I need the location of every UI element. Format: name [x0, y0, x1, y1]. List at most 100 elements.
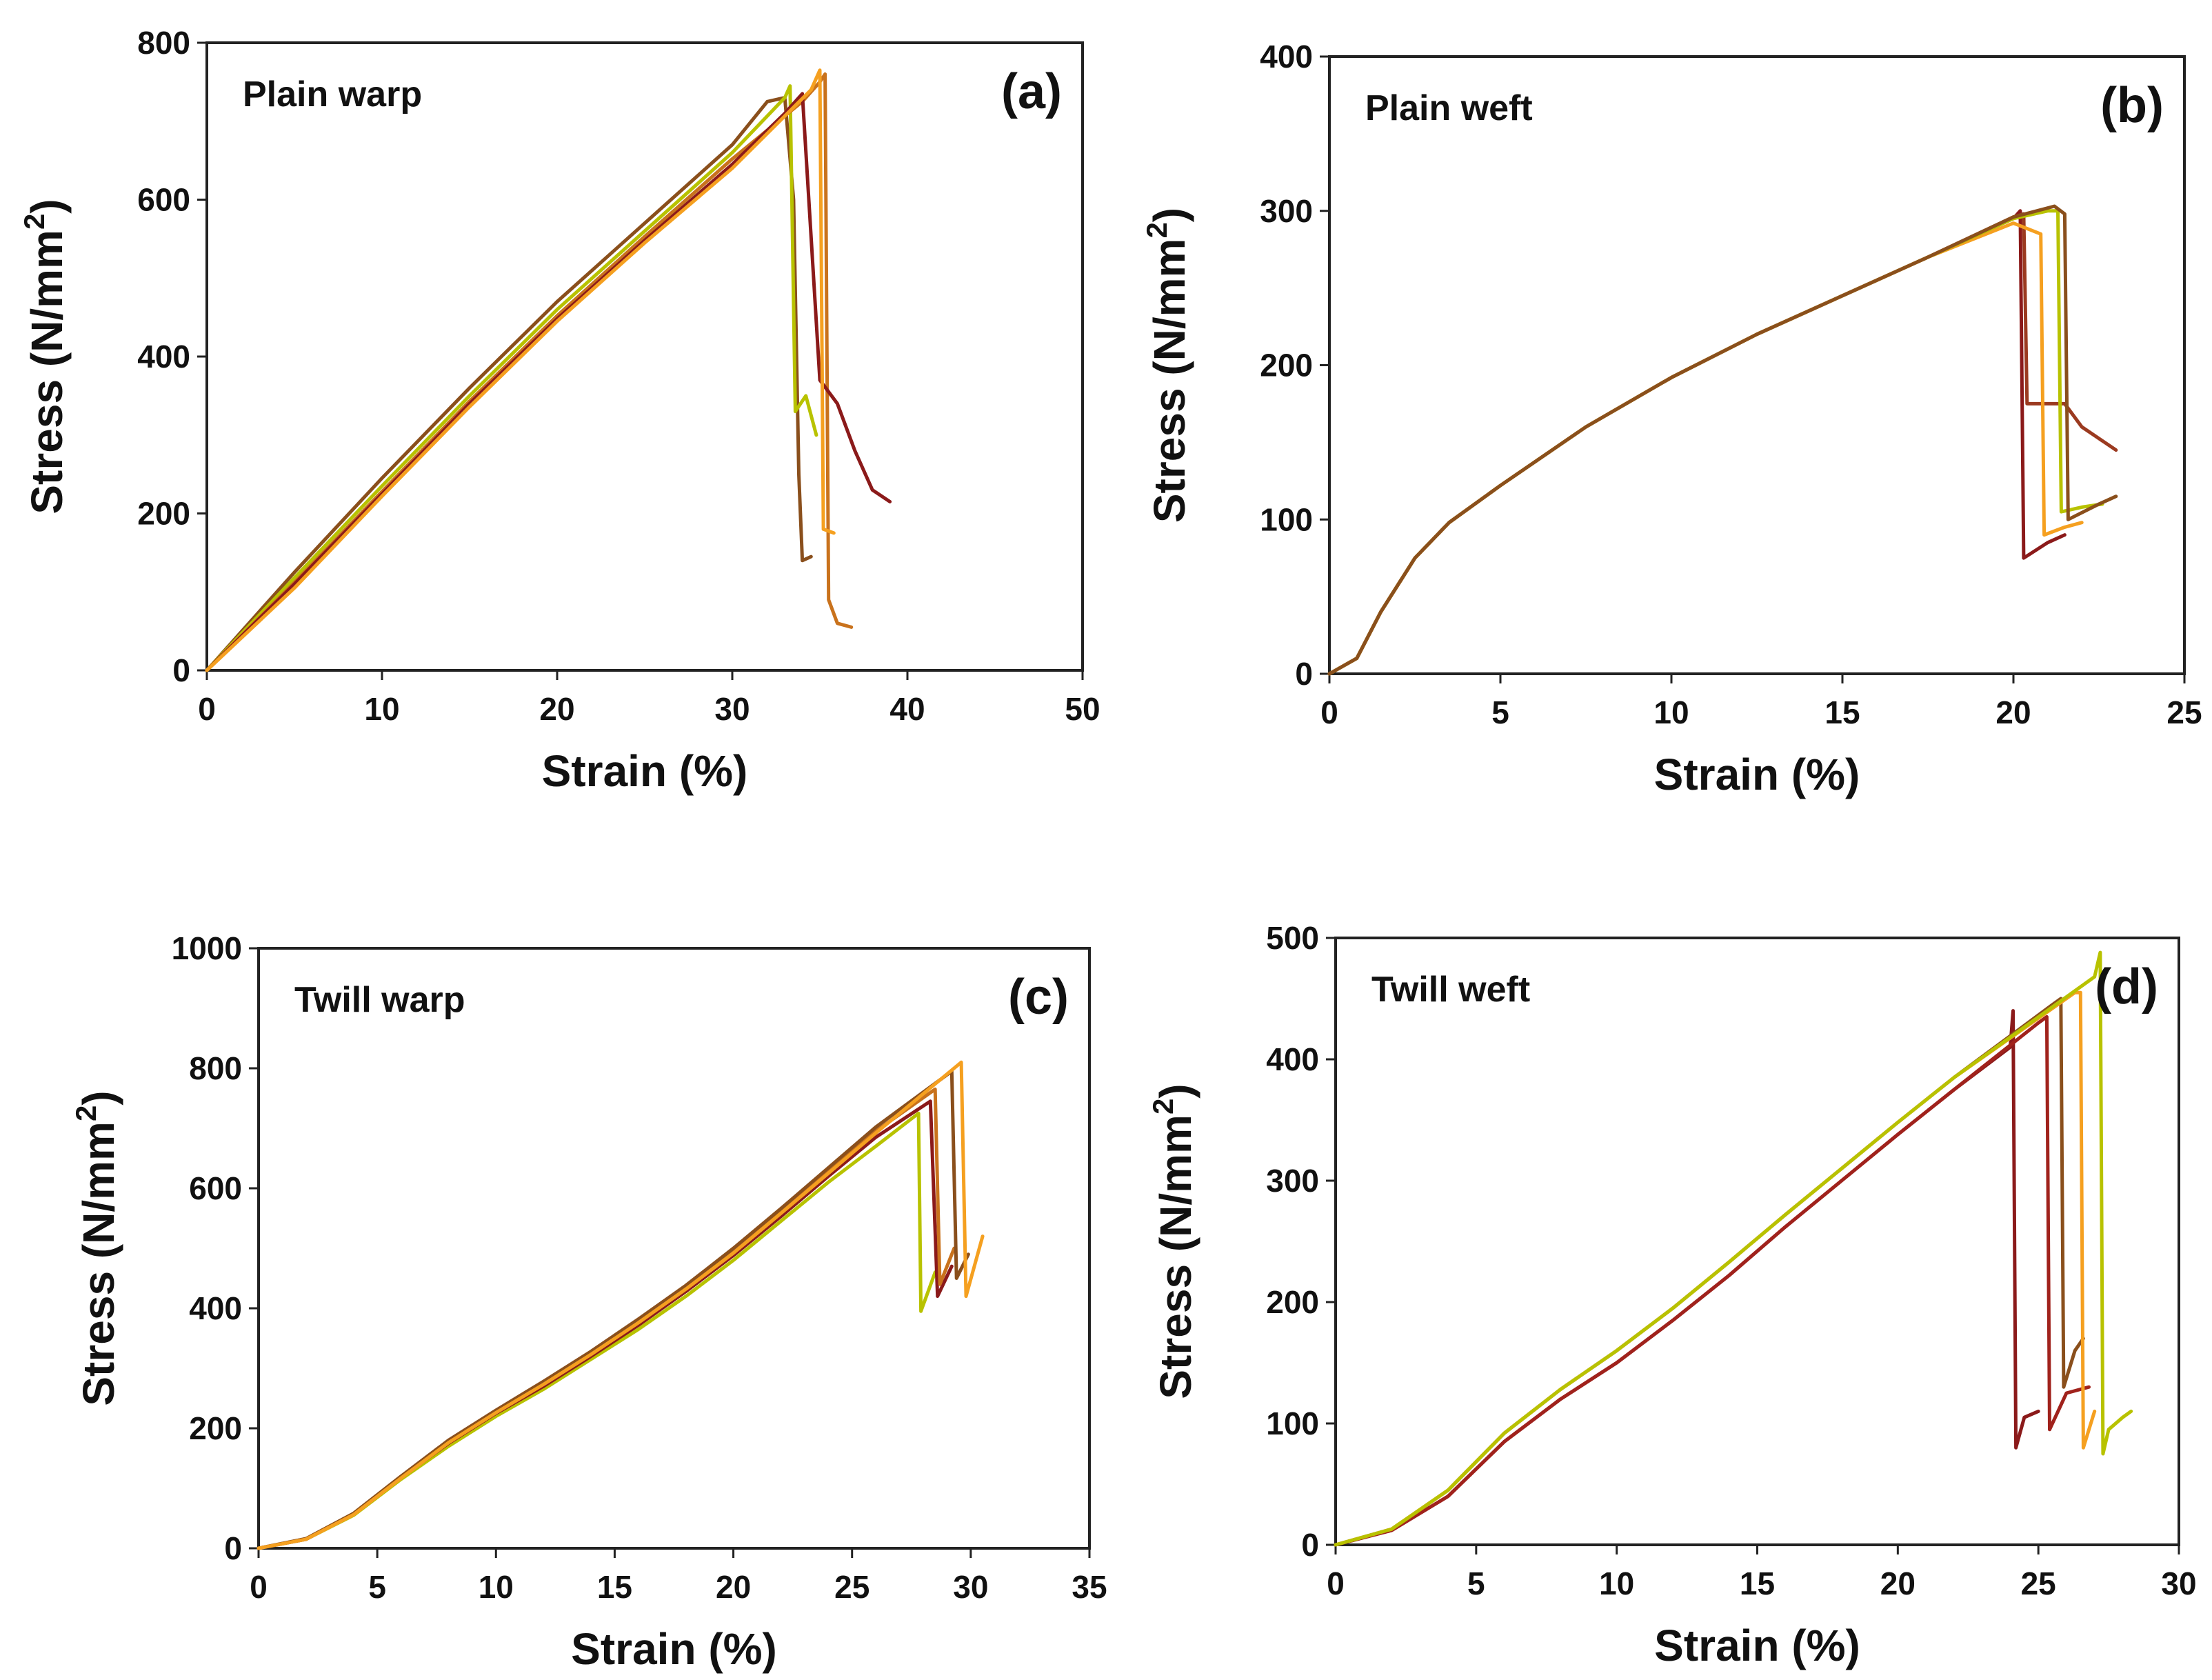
- y-tick-label: 300: [1260, 193, 1313, 229]
- y-axis-label-main: Stress (N/mm: [1145, 239, 1194, 523]
- panel-label: (b): [2100, 78, 2164, 133]
- x-tick-label: 0: [1320, 694, 1338, 730]
- series-line-specimen-3: [1327, 221, 2084, 676]
- x-tick-label: 35: [1072, 1569, 1107, 1605]
- panel-annotation: Twill weft: [1371, 970, 1530, 1010]
- y-tick-label: 1000: [172, 930, 242, 966]
- y-tick-label: 600: [189, 1170, 242, 1206]
- x-tick-label: 30: [2161, 1566, 2196, 1601]
- x-tick-label: 10: [364, 691, 399, 727]
- y-tick-label: 0: [1295, 656, 1313, 692]
- y-tick-label: 800: [137, 25, 190, 61]
- series-line-specimen-2: [1327, 212, 2118, 676]
- y-tick-label: 0: [224, 1530, 242, 1566]
- series-line-specimen-1: [205, 96, 813, 672]
- y-axis-label-end: ): [74, 1090, 123, 1105]
- chart-panel-c: 0 5 10 15 20 25 30 35 0 200 400 600 800 1000 Strain (%…: [70, 930, 1107, 1674]
- series-line-specimen-5: [1327, 204, 2118, 676]
- x-tick-label: 20: [539, 691, 574, 727]
- y-tick-label: 0: [1301, 1527, 1319, 1563]
- series-line-specimen-4: [1334, 990, 2097, 1547]
- y-axis-label-main: Stress (N/mm: [74, 1121, 123, 1406]
- x-tick-label: 15: [1824, 694, 1860, 730]
- y-tick-label: 500: [1266, 920, 1319, 956]
- y-tick-label: 200: [137, 496, 190, 532]
- x-tick-label: 25: [2166, 694, 2202, 730]
- y-axis-label: Stress (N/mm2): [18, 199, 72, 514]
- chart-panel-b: 0 5 10 15 20 25 0 100 200 300 400 Strain (%) Stress …: [1140, 39, 2202, 799]
- y-tick-label: 300: [1266, 1163, 1319, 1199]
- x-tick-label: 5: [1467, 1566, 1485, 1601]
- y-axis-label: Stress (N/mm2): [1140, 208, 1194, 523]
- y-tick-label: 400: [189, 1290, 242, 1326]
- panel-annotation: Plain weft: [1365, 88, 1533, 128]
- x-tick-label: 20: [1995, 694, 2031, 730]
- x-tick-label: 30: [953, 1569, 988, 1605]
- panel-label: (c): [1008, 970, 1069, 1025]
- x-tick-label: 25: [834, 1569, 869, 1605]
- x-axis-label: Strain (%): [1654, 750, 1860, 799]
- x-tick-label: 10: [1653, 694, 1689, 730]
- x-tick-label: 40: [889, 691, 925, 727]
- y-axis-label-end: ): [1145, 208, 1194, 222]
- y-tick-label: 400: [137, 339, 190, 374]
- y-tick-label: 200: [1266, 1284, 1319, 1320]
- plot-frame: [1334, 937, 2180, 1546]
- y-tick-label: 100: [1266, 1406, 1319, 1441]
- panel-annotation: Twill warp: [294, 980, 465, 1020]
- y-axis-label: Stress (N/mm2): [70, 1090, 123, 1406]
- plot-frame: [205, 41, 1084, 672]
- x-tick-label: 0: [1327, 1566, 1345, 1601]
- y-tick-label: 800: [189, 1050, 242, 1086]
- x-tick-label: 20: [1880, 1566, 1916, 1601]
- y-axis-label-end: ): [22, 199, 72, 213]
- x-tick-label: 0: [250, 1569, 268, 1605]
- x-tick-label: 5: [368, 1569, 386, 1605]
- y-tick-label: 600: [137, 182, 190, 218]
- y-axis-label-end: ): [1151, 1083, 1200, 1098]
- x-tick-label: 10: [1599, 1566, 1634, 1601]
- y-axis-label: Stress (N/mm2): [1147, 1083, 1200, 1399]
- x-tick-label: 30: [714, 691, 750, 727]
- series-line-specimen-5: [1334, 950, 2133, 1547]
- x-tick-label: 15: [1740, 1566, 1775, 1601]
- y-tick-label: 400: [1260, 39, 1313, 74]
- x-tick-label: 10: [479, 1569, 514, 1605]
- chart-panel-a: 0 10 20 30 40 50 0 200 400 600 800 Strain (%) Stress…: [18, 25, 1100, 796]
- series-line-specimen-5: [205, 68, 836, 672]
- series-line-specimen-1: [1334, 1009, 2040, 1547]
- panel-label: (d): [2095, 959, 2158, 1014]
- x-axis-label: Strain (%): [542, 746, 748, 796]
- series-line-specimen-3: [1334, 997, 2085, 1547]
- y-axis-label-superscript: 2: [1140, 222, 1173, 238]
- y-axis-label-main: Stress (N/mm: [1151, 1114, 1200, 1399]
- x-tick-label: 0: [198, 691, 216, 727]
- y-tick-label: 400: [1266, 1041, 1319, 1077]
- y-axis-label-superscript: 2: [70, 1106, 102, 1121]
- y-axis-label-superscript: 2: [1147, 1099, 1179, 1114]
- y-tick-label: 200: [189, 1410, 242, 1446]
- x-axis-label: Strain (%): [571, 1624, 777, 1674]
- series-line-specimen-2: [1334, 1014, 2091, 1547]
- x-tick-label: 5: [1491, 694, 1509, 730]
- x-tick-label: 15: [597, 1569, 632, 1605]
- series-line-specimen-4: [1327, 209, 2104, 676]
- x-axis-label: Strain (%): [1654, 1621, 1860, 1670]
- series-line-specimen-1: [257, 1111, 937, 1550]
- y-axis-label-main: Stress (N/mm: [22, 230, 72, 514]
- series-line-specimen-4: [205, 92, 892, 672]
- plot-frame: [1328, 55, 2186, 675]
- series-line-specimen-5: [257, 1060, 985, 1550]
- plot-frame: [257, 947, 1091, 1550]
- panel-label: (a): [1001, 64, 1062, 119]
- y-tick-label: 0: [172, 652, 190, 688]
- x-tick-label: 20: [716, 1569, 751, 1605]
- panel-annotation: Plain warp: [243, 74, 422, 114]
- y-axis-label-superscript: 2: [18, 214, 50, 230]
- series-line-specimen-1: [1327, 209, 2067, 676]
- y-tick-label: 200: [1260, 348, 1313, 383]
- y-tick-label: 100: [1260, 501, 1313, 537]
- series-line-specimen-2: [205, 84, 818, 672]
